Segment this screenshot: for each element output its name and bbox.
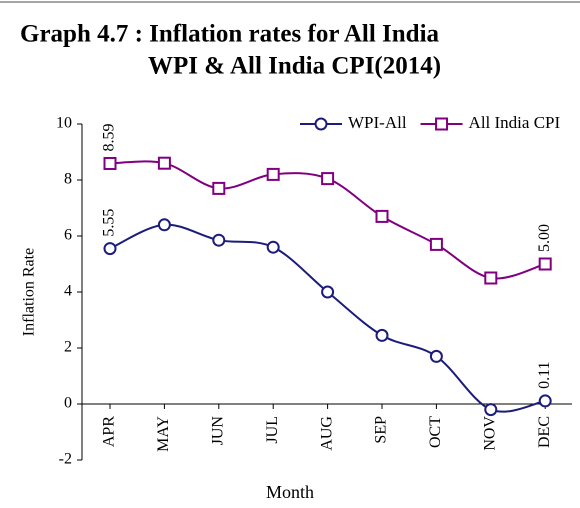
- marker: [103, 242, 117, 256]
- legend-label: WPI-All: [348, 113, 407, 132]
- marker: [266, 167, 280, 181]
- data-label: 0.11: [536, 362, 553, 389]
- x-tick-label: MAY: [155, 416, 172, 452]
- x-tick-label: OCT: [427, 416, 444, 448]
- x-axis-label: Month: [266, 482, 314, 502]
- marker: [321, 172, 335, 186]
- marker: [375, 209, 389, 223]
- y-tick-label: 8: [64, 171, 72, 188]
- x-tick-label: AUG: [318, 416, 335, 451]
- marker: [212, 233, 226, 247]
- marker: [266, 240, 280, 254]
- x-tick-label: JUL: [264, 416, 281, 444]
- marker: [157, 156, 171, 170]
- marker: [321, 285, 335, 299]
- x-tick-label: SEP: [373, 416, 390, 444]
- legend-label: All India CPI: [469, 113, 561, 132]
- y-tick-label: 4: [64, 283, 72, 300]
- marker: [484, 271, 498, 285]
- y-tick-label: 0: [64, 395, 72, 412]
- marker: [103, 156, 117, 170]
- chart-title-line-1: Graph 4.7 : Inflation rates for All Indi…: [20, 21, 440, 48]
- y-tick-label: 6: [64, 227, 72, 244]
- y-tick-label: 10: [56, 115, 72, 132]
- x-tick-label: APR: [101, 416, 118, 447]
- legend-marker: [435, 117, 449, 131]
- data-label: 8.59: [101, 123, 118, 151]
- y-axis-label: Inflation Rate: [21, 248, 38, 336]
- marker: [538, 257, 552, 271]
- series-line: [109, 223, 546, 413]
- marker: [429, 237, 443, 251]
- x-tick-label: NOV: [481, 416, 498, 451]
- chart-title-line-2: WPI & All India CPI(2014): [148, 53, 441, 80]
- x-tick-label: JUN: [209, 416, 226, 446]
- data-label: 5.55: [101, 209, 118, 237]
- marker: [157, 218, 171, 232]
- marker: [538, 394, 552, 408]
- y-tick-label: -2: [59, 451, 72, 468]
- marker: [212, 181, 226, 195]
- y-tick-label: 2: [64, 339, 72, 356]
- marker: [375, 328, 389, 342]
- marker: [429, 349, 443, 363]
- data-label: 5.00: [536, 224, 553, 252]
- legend-marker: [314, 117, 328, 131]
- x-tick-label: DEC: [536, 416, 553, 448]
- marker: [484, 403, 498, 417]
